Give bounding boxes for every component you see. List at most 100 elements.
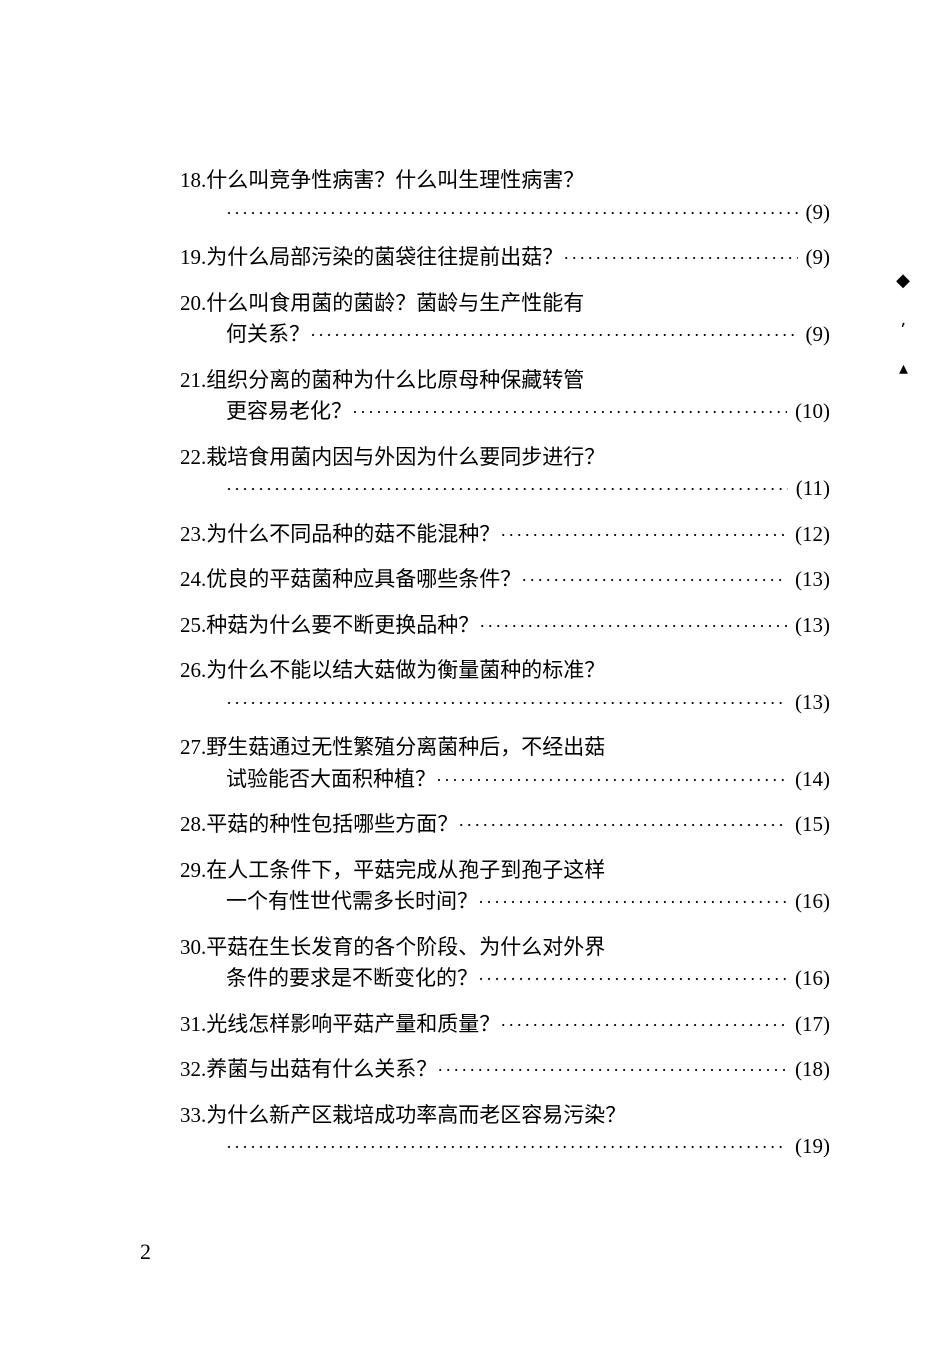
entry-first-line: 20.什么叫食用菌的菌龄？菌龄与生产性能有: [180, 288, 830, 320]
entry-text: 栽培食用菌内因与外因为什么要同步进行？: [206, 442, 605, 474]
entry-text: 种菇为什么要不断更换品种？: [206, 610, 479, 642]
leader-dots: [226, 1134, 787, 1161]
entry-page-ref: (10): [795, 396, 830, 428]
entry-number: 30.: [180, 932, 206, 964]
entry-page-ref: (16): [795, 963, 830, 995]
toc-entry: 25.种菇为什么要不断更换品种？ (13): [180, 610, 830, 642]
toc-entry: 28.平菇的种性包括哪些方面？(15): [180, 809, 830, 841]
entry-first-line: 18.什么叫竞争性病害？什么叫生理性病害？: [180, 165, 830, 197]
entry-number: 29.: [180, 855, 206, 887]
entry-text: 野生菇通过无性繁殖分离菌种后，不经出菇: [206, 732, 605, 764]
entry-text: 优良的平菇菌种应具备哪些条件？: [206, 564, 521, 596]
entry-dots-line: (11): [180, 473, 830, 505]
toc-entry: 18.什么叫竞争性病害？什么叫生理性病害？(9): [180, 165, 830, 228]
entry-continuation-line: 更容易老化？ (10): [180, 396, 830, 428]
entry-first-line: 21.组织分离的菌种为什么比原母种保藏转管: [180, 365, 830, 397]
leader-dots: [521, 567, 787, 594]
toc-entry: 20.什么叫食用菌的菌龄？菌龄与生产性能有何关系？ (9): [180, 288, 830, 351]
toc-entry: 23.为什么不同品种的菇不能混种？ (12): [180, 519, 830, 551]
entry-page-ref: (9): [806, 319, 831, 351]
leader-dots: [500, 1012, 787, 1039]
entry-page-ref: (14): [795, 764, 830, 796]
entry-number: 21.: [180, 365, 206, 397]
scan-artifact-mark: ◆: [896, 270, 910, 291]
entry-text: 平菇的种性包括哪些方面？: [206, 809, 458, 841]
table-of-contents: 18.什么叫竞争性病害？什么叫生理性病害？(9)19.为什么局部污染的菌袋往往提…: [180, 165, 830, 1163]
toc-entry: 31.光线怎样影响平菇产量和质量？(17): [180, 1009, 830, 1041]
entry-number: 18.: [180, 165, 206, 197]
entry-number: 19.: [180, 242, 206, 274]
leader-dots: [458, 812, 787, 839]
entry-single-line: 23.为什么不同品种的菇不能混种？ (12): [180, 519, 830, 551]
entry-page-ref: (13): [795, 687, 830, 719]
toc-entry: 22.栽培食用菌内因与外因为什么要同步进行？(11): [180, 442, 830, 505]
entry-text: 什么叫竞争性病害？什么叫生理性病害？: [206, 165, 584, 197]
entry-single-line: 24.优良的平菇菌种应具备哪些条件？ (13): [180, 564, 830, 596]
entry-number: 26.: [180, 655, 206, 687]
toc-entry: 30.平菇在生长发育的各个阶段、为什么对外界条件的要求是不断变化的？ (16): [180, 932, 830, 995]
leader-dots: [226, 200, 798, 227]
entry-page-ref: (9): [806, 197, 831, 229]
entry-continuation: 一个有性世代需多长时间？: [226, 886, 478, 918]
entry-first-line: 33.为什么新产区栽培成功率高而老区容易污染？: [180, 1100, 830, 1132]
entry-number: 22.: [180, 442, 206, 474]
entry-number: 25.: [180, 610, 206, 642]
entry-single-line: 19.为什么局部污染的菌袋往往提前出菇？ (9): [180, 242, 830, 274]
entry-single-line: 32.养菌与出菇有什么关系？ (18): [180, 1054, 830, 1086]
entry-single-line: 25.种菇为什么要不断更换品种？ (13): [180, 610, 830, 642]
entry-continuation: 何关系？: [226, 319, 310, 351]
leader-dots: [478, 889, 787, 916]
entry-text: 为什么不同品种的菇不能混种？: [206, 519, 500, 551]
entry-continuation-line: 试验能否大面积种植？ (14): [180, 764, 830, 796]
entry-continuation: 试验能否大面积种植？: [226, 764, 436, 796]
entry-number: 23.: [180, 519, 206, 551]
toc-entry: 29.在人工条件下，平菇完成从孢子到孢子这样一个有性世代需多长时间？ (16): [180, 855, 830, 918]
entry-first-line: 27.野生菇通过无性繁殖分离菌种后，不经出菇: [180, 732, 830, 764]
entry-page-ref: (9): [806, 242, 831, 274]
page-content: 18.什么叫竞争性病害？什么叫生理性病害？(9)19.为什么局部污染的菌袋往往提…: [0, 0, 950, 1237]
entry-page-ref: (18): [795, 1054, 830, 1086]
toc-entry: 27.野生菇通过无性繁殖分离菌种后，不经出菇试验能否大面积种植？ (14): [180, 732, 830, 795]
entry-text: 养菌与出菇有什么关系？: [206, 1054, 437, 1086]
entry-number: 24.: [180, 564, 206, 596]
entry-page-ref: (12): [795, 519, 830, 551]
scan-artifact-mark: ▴: [899, 358, 908, 379]
entry-continuation-line: 一个有性世代需多长时间？ (16): [180, 886, 830, 918]
entry-single-line: 31.光线怎样影响平菇产量和质量？(17): [180, 1009, 830, 1041]
toc-entry: 32.养菌与出菇有什么关系？ (18): [180, 1054, 830, 1086]
entry-text: 组织分离的菌种为什么比原母种保藏转管: [206, 365, 584, 397]
entry-number: 28.: [180, 809, 206, 841]
entry-page-ref: (16): [795, 886, 830, 918]
entry-first-line: 29.在人工条件下，平菇完成从孢子到孢子这样: [180, 855, 830, 887]
leader-dots: [226, 690, 787, 717]
entry-dots-line: (13): [180, 687, 830, 719]
entry-number: 27.: [180, 732, 206, 764]
entry-text: 为什么局部污染的菌袋往往提前出菇？: [206, 242, 563, 274]
entry-text: 平菇在生长发育的各个阶段、为什么对外界: [206, 932, 605, 964]
entry-page-ref: (13): [795, 610, 830, 642]
leader-dots: [500, 522, 787, 549]
entry-page-ref: (13): [795, 564, 830, 596]
page-number: 2: [140, 1239, 151, 1265]
leader-dots: [479, 613, 787, 640]
entry-dots-line: (9): [180, 197, 830, 229]
entry-number: 32.: [180, 1054, 206, 1086]
entry-number: 20.: [180, 288, 206, 320]
entry-continuation-line: 条件的要求是不断变化的？ (16): [180, 963, 830, 995]
entry-first-line: 26.为什么不能以结大菇做为衡量菌种的标准？: [180, 655, 830, 687]
entry-continuation: 条件的要求是不断变化的？: [226, 963, 478, 995]
entry-text: 什么叫食用菌的菌龄？菌龄与生产性能有: [206, 288, 584, 320]
entry-first-line: 22.栽培食用菌内因与外因为什么要同步进行？: [180, 442, 830, 474]
entry-continuation: 更容易老化？: [226, 396, 352, 428]
entry-number: 33.: [180, 1100, 206, 1132]
leader-dots: [478, 966, 787, 993]
leader-dots: [563, 245, 797, 272]
leader-dots: [436, 767, 787, 794]
entry-text: 为什么新产区栽培成功率高而老区容易污染？: [206, 1100, 626, 1132]
entry-first-line: 30.平菇在生长发育的各个阶段、为什么对外界: [180, 932, 830, 964]
entry-text: 光线怎样影响平菇产量和质量？: [206, 1009, 500, 1041]
entry-number: 31.: [180, 1009, 206, 1041]
entry-page-ref: (19): [795, 1131, 830, 1163]
toc-entry: 26.为什么不能以结大菇做为衡量菌种的标准？(13): [180, 655, 830, 718]
entry-text: 在人工条件下，平菇完成从孢子到孢子这样: [206, 855, 605, 887]
